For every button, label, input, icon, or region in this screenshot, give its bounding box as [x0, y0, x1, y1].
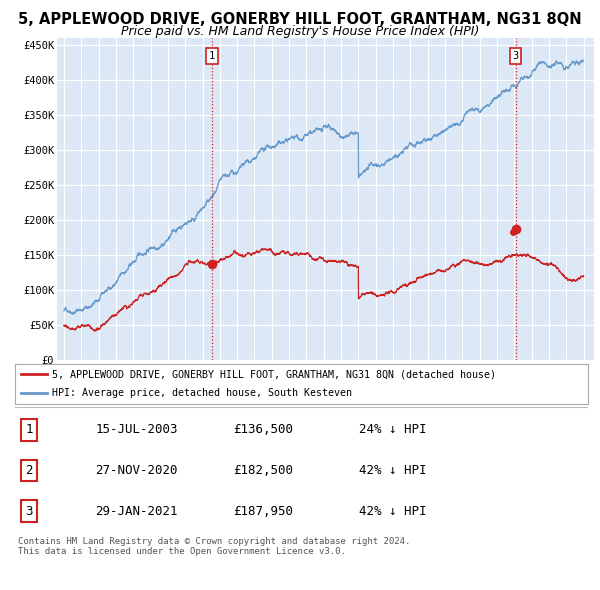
Text: 24% ↓ HPI: 24% ↓ HPI: [359, 424, 426, 437]
Text: 1: 1: [209, 51, 215, 61]
Text: 5, APPLEWOOD DRIVE, GONERBY HILL FOOT, GRANTHAM, NG31 8QN: 5, APPLEWOOD DRIVE, GONERBY HILL FOOT, G…: [18, 12, 582, 27]
Text: 42% ↓ HPI: 42% ↓ HPI: [359, 464, 426, 477]
Text: 1: 1: [26, 424, 33, 437]
Text: 27-NOV-2020: 27-NOV-2020: [95, 464, 178, 477]
Text: £136,500: £136,500: [233, 424, 293, 437]
Text: 3: 3: [26, 504, 33, 517]
Text: £182,500: £182,500: [233, 464, 293, 477]
Text: 15-JUL-2003: 15-JUL-2003: [95, 424, 178, 437]
Text: Price paid vs. HM Land Registry's House Price Index (HPI): Price paid vs. HM Land Registry's House …: [121, 25, 479, 38]
Text: 2: 2: [26, 464, 33, 477]
Text: Contains HM Land Registry data © Crown copyright and database right 2024.
This d: Contains HM Land Registry data © Crown c…: [18, 537, 410, 556]
Text: 42% ↓ HPI: 42% ↓ HPI: [359, 504, 426, 517]
Text: HPI: Average price, detached house, South Kesteven: HPI: Average price, detached house, Sout…: [52, 388, 352, 398]
Text: £187,950: £187,950: [233, 504, 293, 517]
Text: 29-JAN-2021: 29-JAN-2021: [95, 504, 178, 517]
Text: 5, APPLEWOOD DRIVE, GONERBY HILL FOOT, GRANTHAM, NG31 8QN (detached house): 5, APPLEWOOD DRIVE, GONERBY HILL FOOT, G…: [52, 369, 496, 379]
Text: 3: 3: [512, 51, 519, 61]
